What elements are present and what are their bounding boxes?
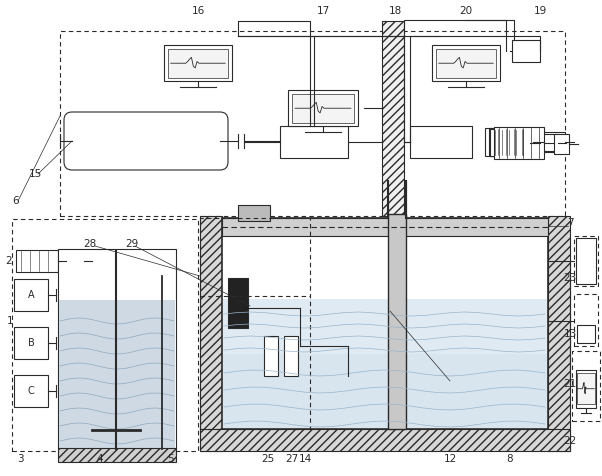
Bar xyxy=(574,294,598,346)
FancyBboxPatch shape xyxy=(64,112,228,170)
Bar xyxy=(200,218,310,429)
Text: 19: 19 xyxy=(533,6,547,16)
Bar xyxy=(432,45,500,81)
Bar xyxy=(572,351,600,421)
Bar xyxy=(512,40,540,62)
Bar xyxy=(14,375,48,407)
Bar xyxy=(168,49,228,78)
Text: 4: 4 xyxy=(97,454,104,464)
Text: 28: 28 xyxy=(83,239,97,249)
Bar xyxy=(223,299,547,354)
Bar xyxy=(264,336,278,376)
Bar xyxy=(284,336,298,376)
Bar xyxy=(14,327,48,359)
Bar xyxy=(574,236,598,286)
Bar xyxy=(410,126,472,158)
Text: 15: 15 xyxy=(28,169,42,179)
Bar xyxy=(222,218,548,236)
Bar xyxy=(490,129,530,156)
Text: 22: 22 xyxy=(563,436,577,446)
Bar xyxy=(485,128,533,156)
Bar xyxy=(238,205,270,221)
Bar xyxy=(12,219,198,451)
Text: 14: 14 xyxy=(299,454,312,464)
Bar xyxy=(540,134,558,151)
Text: 13: 13 xyxy=(563,329,577,339)
Bar xyxy=(436,49,496,78)
Text: 29: 29 xyxy=(125,239,138,249)
Bar xyxy=(548,216,570,451)
Text: B: B xyxy=(28,338,34,348)
Text: 5: 5 xyxy=(167,454,173,464)
Bar xyxy=(576,238,596,284)
Bar xyxy=(494,127,544,159)
Bar xyxy=(577,373,595,404)
Text: 2: 2 xyxy=(5,256,12,266)
Bar xyxy=(14,279,48,311)
Bar xyxy=(60,31,565,216)
Bar xyxy=(164,45,232,81)
Bar xyxy=(554,134,569,154)
Text: 7: 7 xyxy=(566,218,573,228)
Bar xyxy=(16,250,58,272)
Bar xyxy=(382,21,404,216)
Bar xyxy=(222,218,548,429)
Bar xyxy=(280,126,348,158)
Bar xyxy=(223,353,547,428)
Text: 17: 17 xyxy=(317,6,330,16)
Text: 12: 12 xyxy=(444,454,457,464)
Bar xyxy=(543,132,565,152)
Text: 18: 18 xyxy=(388,6,402,16)
Bar xyxy=(59,300,175,448)
Bar xyxy=(388,214,406,429)
Bar xyxy=(577,325,595,343)
Bar xyxy=(58,448,176,462)
Bar xyxy=(293,94,353,123)
Text: 16: 16 xyxy=(191,6,205,16)
Text: 23: 23 xyxy=(563,273,577,283)
Bar xyxy=(200,216,222,451)
Text: C: C xyxy=(28,386,34,396)
Text: 1: 1 xyxy=(7,316,13,326)
Bar xyxy=(200,429,570,451)
Bar xyxy=(489,128,537,156)
Text: A: A xyxy=(28,290,34,300)
Text: 3: 3 xyxy=(17,454,23,464)
Text: 25: 25 xyxy=(261,454,275,464)
Text: 21: 21 xyxy=(563,379,577,389)
Bar xyxy=(58,249,176,449)
Text: 8: 8 xyxy=(507,454,514,464)
Bar xyxy=(66,254,84,268)
Bar xyxy=(228,278,248,328)
Bar xyxy=(288,90,358,126)
Text: 6: 6 xyxy=(13,196,19,206)
Text: 27: 27 xyxy=(285,454,299,464)
Bar xyxy=(576,370,596,407)
Text: 20: 20 xyxy=(459,6,473,16)
